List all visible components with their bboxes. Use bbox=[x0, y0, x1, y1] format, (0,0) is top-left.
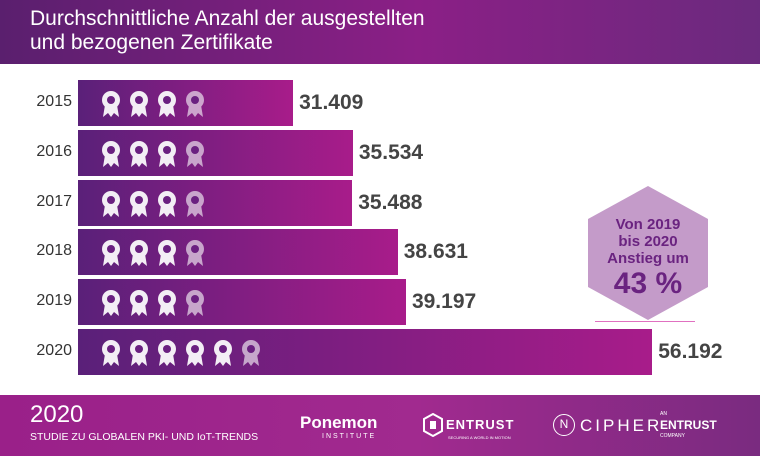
bar-2018 bbox=[78, 229, 398, 275]
award-ribbon-icon bbox=[184, 140, 206, 173]
award-ribbon-icon bbox=[100, 90, 122, 123]
value-label: 35.534 bbox=[358, 141, 424, 164]
bar-2016 bbox=[78, 130, 353, 176]
bar-2017 bbox=[78, 180, 353, 226]
year-label: 2019 bbox=[36, 292, 72, 309]
callout-line-2: bis 2020 bbox=[618, 233, 678, 250]
header-banner: Durchschnittliche Anzahl der ausgestellt… bbox=[0, 0, 760, 64]
year-label: 2018 bbox=[36, 242, 72, 259]
value-label: 35.488 bbox=[358, 191, 423, 214]
award-ribbon-icon bbox=[184, 339, 206, 372]
value-label: 39.197 bbox=[411, 290, 477, 313]
award-ribbon-icon bbox=[184, 289, 206, 322]
ponemon-logo-sub: INSTITUTE bbox=[322, 433, 377, 440]
award-ribbon-icon bbox=[128, 289, 150, 322]
year-label: 2016 bbox=[36, 143, 72, 160]
chart-title: Durchschnittliche Anzahl der ausgestellt… bbox=[30, 7, 425, 55]
award-ribbon-icon bbox=[100, 140, 122, 173]
year-label: 2015 bbox=[36, 93, 72, 110]
hexagon-shape bbox=[588, 186, 708, 320]
bar-2020 bbox=[78, 329, 653, 375]
award-ribbon-icon bbox=[184, 190, 206, 223]
award-ribbon-icon bbox=[100, 190, 122, 223]
award-ribbon-icon bbox=[128, 239, 150, 272]
ncipher-mark-icon: N bbox=[553, 414, 575, 436]
award-ribbon-icon bbox=[184, 90, 206, 123]
value-label: 38.631 bbox=[403, 240, 468, 263]
award-ribbon-icon bbox=[128, 339, 150, 372]
entrust-shield-icon bbox=[423, 413, 443, 437]
entrust-tagline: SECURING A WORLD IN MOTION bbox=[448, 435, 511, 440]
award-ribbon-icon bbox=[156, 289, 178, 322]
value-label: 56.192 bbox=[658, 340, 723, 363]
callout-line-1: Von 2019 bbox=[615, 216, 681, 233]
callout-value: 43 % bbox=[613, 267, 683, 300]
ncipher-logo: CIPHER bbox=[580, 416, 663, 435]
award-ribbon-icon bbox=[156, 90, 178, 123]
award-ribbon-icon bbox=[100, 239, 122, 272]
bar-2015 bbox=[78, 80, 294, 126]
bar-2019 bbox=[78, 279, 406, 325]
year-label: 2017 bbox=[36, 193, 72, 210]
award-ribbon-icon bbox=[156, 339, 178, 372]
footer-subtitle: STUDIE ZU GLOBALEN PKI- UND IoT-TRENDS bbox=[30, 431, 259, 443]
award-ribbon-icon bbox=[156, 239, 178, 272]
award-ribbon-icon bbox=[128, 140, 150, 173]
entrust-logo: ENTRUST bbox=[446, 417, 515, 432]
ponemon-logo: Ponemon bbox=[300, 413, 378, 432]
increase-callout: Von 2019 bis 2020 Anstieg um 43 % bbox=[588, 186, 708, 320]
company-label: COMPANY bbox=[660, 433, 685, 439]
award-ribbon-icon bbox=[128, 190, 150, 223]
award-ribbon-icon bbox=[100, 339, 122, 372]
award-ribbon-icon bbox=[156, 190, 178, 223]
an-label: AN bbox=[660, 411, 667, 417]
award-ribbon-icon bbox=[100, 289, 122, 322]
award-ribbon-icon bbox=[128, 90, 150, 123]
award-ribbon-icon bbox=[212, 339, 234, 372]
year-label: 2020 bbox=[36, 342, 72, 359]
title-line-1: Durchschnittliche Anzahl der ausgestellt… bbox=[30, 7, 425, 30]
value-label: 31.409 bbox=[299, 91, 364, 114]
award-ribbon-icon bbox=[156, 140, 178, 173]
award-ribbon-icon bbox=[240, 339, 262, 372]
footer-year: 2020 bbox=[30, 401, 84, 428]
divider bbox=[595, 321, 695, 322]
title-line-2: und bezogenen Zertifikate bbox=[30, 31, 273, 54]
callout-line-3: Anstieg um bbox=[607, 250, 689, 267]
award-ribbon-icon bbox=[184, 239, 206, 272]
footer-banner: 2020 STUDIE ZU GLOBALEN PKI- UND IoT-TRE… bbox=[0, 395, 760, 456]
entrust-company-logo: ENTRUST bbox=[660, 418, 717, 432]
